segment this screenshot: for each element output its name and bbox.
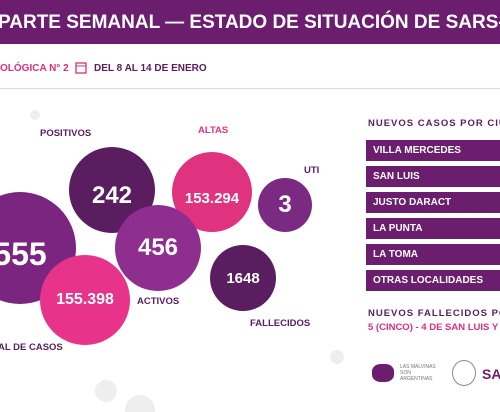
decor [95,380,117,402]
bubble-label: POSITIVOS [40,128,92,139]
header-bar [0,0,500,44]
deaths-text: 5 (CINCO) - 4 DE SAN LUIS Y 1 D [368,322,500,333]
deaths-title: NUEVOS FALLECIDOS POR C [368,308,500,319]
bubble-value: 155.398 [40,255,130,345]
city-item: LA TOMA [366,244,500,265]
brand: SARS [482,366,500,382]
gov-logo [452,360,476,386]
bubble-value: 3 [258,178,312,232]
bubble-label: FALLECIDOS [250,318,311,329]
decor [30,110,40,120]
city-item: OTRAS LOCALIDADES [366,270,500,291]
title: PARTE SEMANAL — ESTADO DE SITUACIÓN DE S… [0,12,500,33]
decor [330,350,344,364]
malvinas-text: LAS MALVINAS SON ARGENTINAS [400,364,436,382]
week: OLÓGICA N° 2 [0,63,69,74]
bubble-label: ALTAS [198,125,229,136]
city-item: JUSTO DARACT [366,192,500,213]
decor [125,395,155,412]
bubble-label: AL DE CASOS [0,342,63,353]
malvinas-logo [372,364,394,382]
bubble-value: 1648 [210,245,276,311]
city-item: LA PUNTA [366,218,500,239]
dates: DEL 8 AL 14 DE ENERO [94,63,207,74]
calendar-icon [75,62,87,74]
bubble-label: UTI [304,165,320,176]
bubble-label: ACTIVOS [137,296,180,307]
city-item: VILLA MERCEDES [366,140,500,161]
bubble-value: 456 [115,205,201,291]
cities-title: NUEVOS CASOS POR CIUDAD [368,118,500,129]
divider [0,88,500,89]
city-item: SAN LUIS [366,166,500,187]
